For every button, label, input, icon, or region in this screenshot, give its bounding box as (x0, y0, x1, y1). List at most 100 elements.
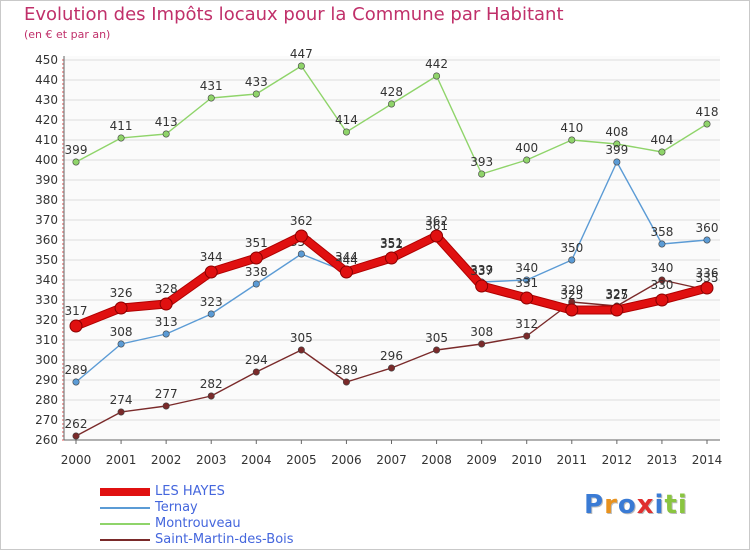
data-label: 305 (290, 331, 313, 345)
data-label: 277 (155, 387, 178, 401)
data-label: 327 (605, 287, 628, 301)
x-tick-label: 2010 (511, 453, 542, 467)
data-point (433, 346, 441, 354)
data-label: 305 (425, 331, 448, 345)
data-label: 296 (380, 349, 403, 363)
data-label: 410 (560, 121, 583, 135)
data-point (523, 276, 531, 284)
logo-letter: P (584, 490, 605, 520)
data-point (703, 236, 711, 244)
y-tick-label: 380 (35, 193, 58, 207)
x-tick-label: 2008 (421, 453, 452, 467)
data-point (204, 265, 218, 279)
legend-swatch (100, 523, 150, 525)
data-point (568, 256, 576, 264)
y-tick-label: 360 (35, 233, 58, 247)
y-tick-label: 440 (35, 73, 58, 87)
data-label: 399 (65, 143, 88, 157)
x-tick-label: 2006 (331, 453, 362, 467)
y-tick-label: 350 (35, 253, 58, 267)
chart-subtitle: (en € et par an) (24, 28, 111, 41)
y-tick-label: 310 (35, 333, 58, 347)
logo-letter: x (636, 490, 655, 520)
data-label: 393 (470, 155, 493, 169)
data-point (478, 170, 486, 178)
data-label: 330 (650, 278, 673, 292)
x-tick-label: 2002 (151, 453, 182, 467)
data-point (613, 158, 621, 166)
data-point (342, 378, 350, 386)
data-label: 428 (380, 85, 403, 99)
legend-swatch (100, 488, 150, 496)
data-label: 328 (155, 282, 178, 296)
data-label: 414 (335, 113, 358, 127)
data-label: 433 (245, 75, 268, 89)
x-tick-label: 2000 (61, 453, 92, 467)
data-label: 289 (335, 363, 358, 377)
logo-letter: r (604, 490, 618, 520)
data-label: 335 (696, 271, 719, 285)
x-tick-label: 2013 (647, 453, 678, 467)
data-label: 282 (200, 377, 223, 391)
data-label: 447 (290, 47, 313, 61)
y-tick-label: 420 (35, 113, 58, 127)
legend-item-saint-martin-des-bois: Saint-Martin-des-Bois (100, 532, 360, 548)
data-label: 358 (650, 225, 673, 239)
data-point (252, 90, 260, 98)
x-tick-label: 2005 (286, 453, 317, 467)
x-tick-label: 2014 (692, 453, 723, 467)
data-point (162, 130, 170, 138)
legend-label: Ternay (155, 500, 198, 515)
y-tick-label: 450 (35, 53, 58, 67)
data-label: 408 (605, 125, 628, 139)
data-label: 362 (290, 214, 313, 228)
data-label: 337 (470, 264, 493, 278)
logo-letter: t (664, 490, 678, 520)
data-point (117, 408, 125, 416)
data-point (655, 293, 669, 307)
y-tick-label: 340 (35, 273, 58, 287)
data-label: 360 (696, 221, 719, 235)
data-label: 325 (560, 288, 583, 302)
data-point (613, 140, 621, 148)
y-tick-label: 430 (35, 93, 58, 107)
x-tick-label: 2001 (106, 453, 137, 467)
legend-swatch (100, 507, 150, 509)
data-point (658, 240, 666, 248)
data-label: 312 (515, 317, 538, 331)
data-label: 431 (200, 79, 223, 93)
data-point (339, 265, 353, 279)
data-label: 361 (425, 219, 448, 233)
data-point (658, 148, 666, 156)
data-point (162, 330, 170, 338)
data-label: 340 (650, 261, 673, 275)
data-label: 336 (696, 266, 719, 280)
y-tick-label: 400 (35, 153, 58, 167)
data-point (117, 340, 125, 348)
data-label: 331 (515, 276, 538, 290)
x-tick-label: 2009 (466, 453, 497, 467)
data-point (520, 291, 534, 305)
y-tick-label: 280 (35, 393, 58, 407)
data-label: 351 (380, 236, 403, 250)
y-tick-label: 410 (35, 133, 58, 147)
data-label: 308 (470, 325, 493, 339)
data-point (387, 100, 395, 108)
data-label: 344 (335, 250, 358, 264)
data-point (72, 158, 80, 166)
proxiti-logo: Proxiti (584, 490, 688, 520)
data-label: 344 (200, 250, 223, 264)
x-tick-label: 2004 (241, 453, 272, 467)
data-point (117, 134, 125, 142)
data-point (523, 332, 531, 340)
legend-label: Saint-Martin-des-Bois (155, 532, 294, 547)
logo-letter: o (617, 490, 637, 520)
data-point (159, 297, 173, 311)
data-point (658, 276, 666, 284)
data-label: 308 (110, 325, 133, 339)
data-point (703, 120, 711, 128)
data-point (72, 432, 80, 440)
data-label: 313 (155, 315, 178, 329)
data-label: 294 (245, 353, 268, 367)
data-point (207, 310, 215, 318)
